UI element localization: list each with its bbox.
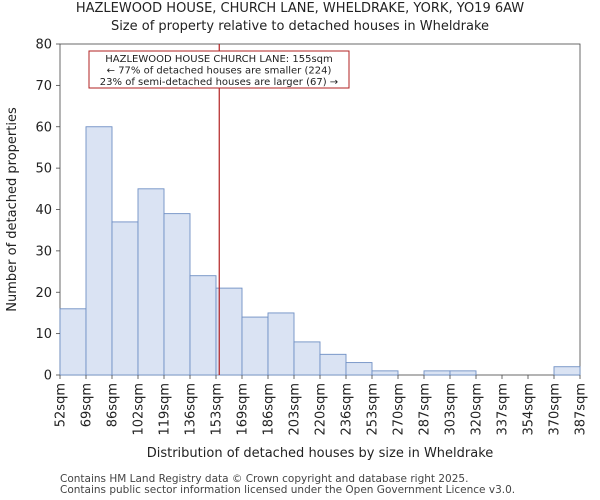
histogram-bar <box>319 353 347 376</box>
histogram-bar <box>371 370 399 376</box>
x-tick-label: 153sqm <box>210 383 225 436</box>
histogram-bar <box>267 312 295 376</box>
y-tick-label: 50 <box>35 162 52 177</box>
x-tick-label: 86sqm <box>106 383 121 427</box>
footer-copyright: Contains HM Land Registry data © Crown c… <box>60 473 469 485</box>
x-tick-label: 186sqm <box>262 383 277 436</box>
x-tick-label: 203sqm <box>288 383 303 436</box>
x-tick-label: 220sqm <box>314 383 329 436</box>
annotation-box <box>88 50 350 89</box>
histogram-bar <box>59 308 87 376</box>
y-tick-label: 0 <box>44 369 52 384</box>
x-tick-label: 354sqm <box>522 383 537 436</box>
histogram-bar <box>449 370 477 376</box>
x-tick-label: 69sqm <box>80 383 95 427</box>
x-tick-label: 52sqm <box>54 383 69 427</box>
chart-title: HAZLEWOOD HOUSE, CHURCH LANE, WHELDRAKE,… <box>75 1 525 16</box>
histogram-bar <box>553 366 581 376</box>
histogram-bar <box>423 370 451 376</box>
y-tick-label: 30 <box>35 244 52 259</box>
x-tick-label: 337sqm <box>496 383 511 436</box>
annotation-line: HAZLEWOOD HOUSE CHURCH LANE: 155sqm <box>105 54 333 65</box>
x-tick-label: 287sqm <box>418 383 433 436</box>
histogram-bar <box>345 362 373 376</box>
x-tick-label: 270sqm <box>392 383 407 436</box>
y-axis-label: Number of detached properties <box>5 107 20 312</box>
y-tick-label: 70 <box>35 79 52 94</box>
x-tick-label: 387sqm <box>574 383 589 436</box>
chart-subtitle: Size of property relative to detached ho… <box>110 19 490 34</box>
histogram-bar <box>85 126 113 376</box>
annotation-line: ← 77% of detached houses are smaller (22… <box>107 66 332 77</box>
x-tick-label: 136sqm <box>184 383 199 436</box>
x-tick-label: 370sqm <box>548 383 563 436</box>
x-tick-label: 119sqm <box>158 383 173 436</box>
histogram-bar <box>111 221 139 376</box>
y-tick-label: 20 <box>35 286 52 301</box>
x-tick-label: 303sqm <box>444 383 459 436</box>
annotation-line: 23% of semi-detached houses are larger (… <box>100 77 338 88</box>
x-tick-label: 236sqm <box>340 383 355 436</box>
x-tick-label: 169sqm <box>236 383 251 436</box>
y-tick-label: 60 <box>35 120 52 135</box>
footer-licence: Contains public sector information licen… <box>60 484 516 496</box>
x-tick-label: 102sqm <box>132 383 147 436</box>
histogram-bar <box>215 287 243 376</box>
histogram-bar <box>137 188 165 376</box>
histogram-bar <box>189 275 217 376</box>
y-tick-label: 80 <box>35 38 52 53</box>
histogram-bar <box>163 213 191 376</box>
histogram-bar <box>241 316 269 376</box>
y-tick-label: 40 <box>35 203 52 218</box>
x-axis-label: Distribution of detached houses by size … <box>147 446 494 461</box>
y-tick-label: 10 <box>35 327 52 342</box>
histogram-bar <box>293 341 321 376</box>
x-tick-label: 253sqm <box>366 383 381 436</box>
x-tick-label: 320sqm <box>470 383 485 436</box>
